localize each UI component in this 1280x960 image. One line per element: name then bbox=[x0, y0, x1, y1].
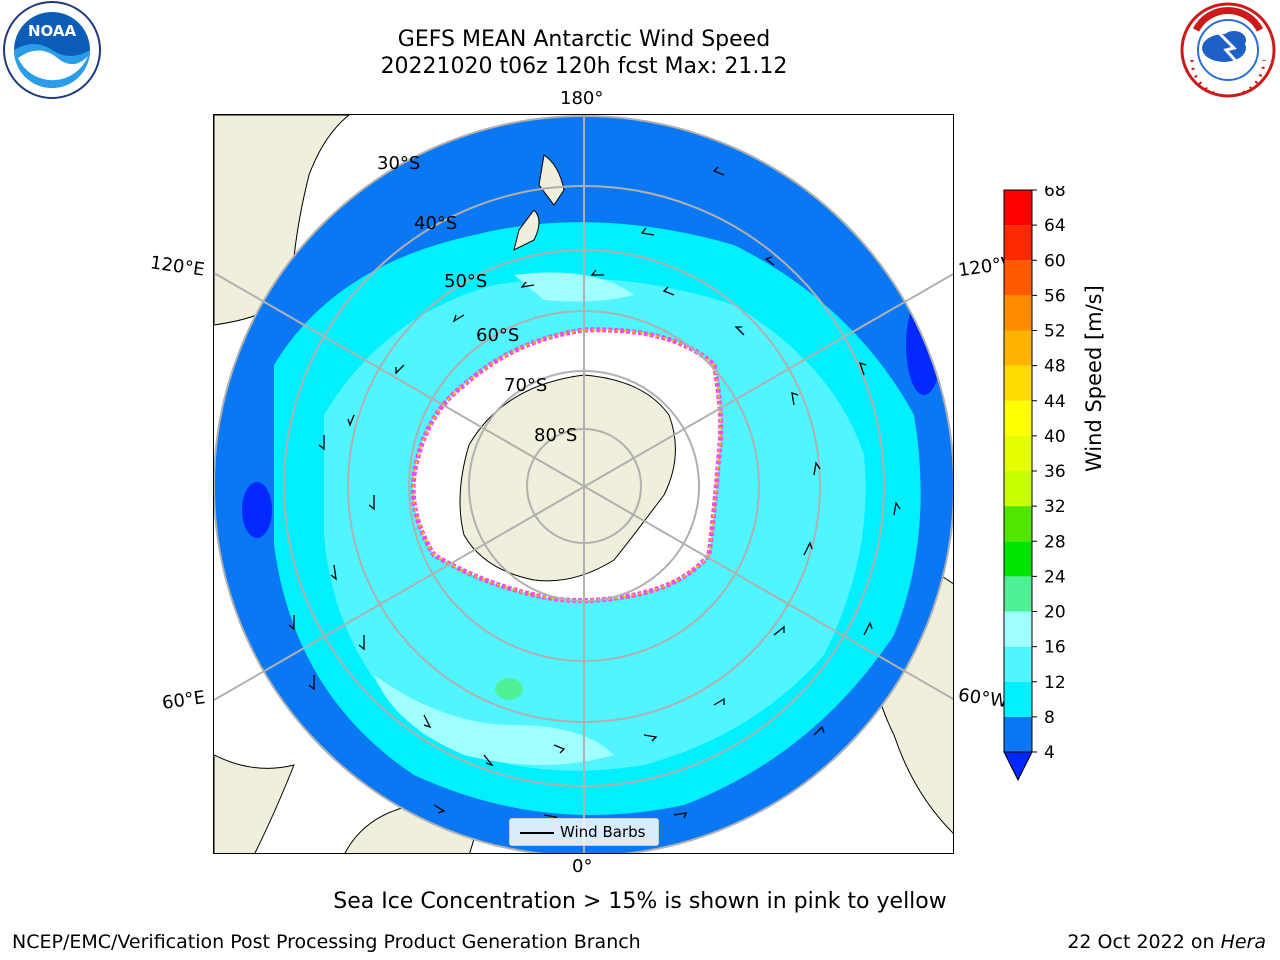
lat-label-80s: 80°S bbox=[534, 425, 578, 446]
land-new-zealand-south bbox=[513, 209, 540, 251]
colorbar-segment bbox=[1004, 435, 1032, 471]
legend-wind-barb-line bbox=[520, 832, 554, 834]
lat-label-50s: 50°S bbox=[444, 271, 488, 292]
colorbar-tick-label: 32 bbox=[1044, 497, 1066, 517]
lon-label-180: 180° bbox=[560, 88, 604, 109]
footer-date-text: 22 Oct 2022 on bbox=[1067, 931, 1221, 953]
colorbar-segment bbox=[1004, 365, 1032, 401]
footer-date: 22 Oct 2022 on Hera bbox=[1067, 931, 1266, 953]
footer-host: Hera bbox=[1220, 931, 1266, 953]
colorbar-segment bbox=[1004, 295, 1032, 331]
map-legend: Wind Barbs bbox=[509, 818, 659, 846]
colorbar-tick-label: 60 bbox=[1044, 251, 1066, 271]
polar-map: 30°S 40°S 50°S 60°S 70°S 80°S Wind Barbs bbox=[213, 114, 954, 854]
wind-zone-16-20 bbox=[374, 675, 614, 765]
wind-zone-20-24 bbox=[495, 678, 523, 700]
colorbar-tick-label: 4 bbox=[1044, 743, 1055, 763]
colorbar-segment bbox=[1004, 576, 1032, 612]
colorbar-segment bbox=[1004, 190, 1032, 226]
wind-zone-below-4-east bbox=[906, 295, 942, 395]
colorbar-tick-label: 56 bbox=[1044, 286, 1066, 306]
colorbar-tick-label: 16 bbox=[1044, 638, 1066, 658]
lat-label-70s: 70°S bbox=[504, 375, 548, 396]
colorbar-extend-arrow bbox=[1003, 751, 1033, 782]
colorbar-tick-label: 36 bbox=[1044, 462, 1066, 482]
colorbar-tick-label: 8 bbox=[1044, 708, 1055, 728]
lon-label-60e: 60°E bbox=[160, 687, 207, 714]
colorbar-tick-label: 48 bbox=[1044, 357, 1066, 377]
colorbar-segment bbox=[1004, 646, 1032, 682]
lat-label-60s: 60°S bbox=[476, 325, 520, 346]
colorbar-tick-label: 40 bbox=[1044, 427, 1066, 447]
colorbar-segment bbox=[1004, 330, 1032, 366]
lat-label-40s: 40°S bbox=[414, 213, 458, 234]
nws-logo bbox=[1180, 2, 1276, 98]
colorbar-tick-label: 64 bbox=[1044, 216, 1066, 236]
colorbar-segment bbox=[1004, 225, 1032, 261]
colorbar-tick-label: 12 bbox=[1044, 673, 1066, 693]
lat-label-30s: 30°S bbox=[377, 153, 421, 174]
legend-label: Wind Barbs bbox=[560, 823, 646, 841]
colorbar-segment bbox=[1004, 471, 1032, 507]
colorbar-segment bbox=[1004, 260, 1032, 296]
wind-zone-below-4 bbox=[242, 482, 272, 538]
colorbar-segment bbox=[1004, 506, 1032, 542]
colorbar-tick-label: 44 bbox=[1044, 392, 1066, 412]
colorbar-segment bbox=[1004, 611, 1032, 647]
caption: Sea Ice Concentration > 15% is shown in … bbox=[333, 889, 947, 914]
colorbar-label: Wind Speed [m/s] bbox=[1082, 285, 1106, 472]
graticule bbox=[214, 115, 953, 853]
polar-map-svg bbox=[214, 115, 953, 853]
lon-label-0: 0° bbox=[572, 856, 593, 877]
colorbar-tick-label: 24 bbox=[1044, 567, 1066, 587]
map-title: GEFS MEAN Antarctic Wind Speed bbox=[397, 27, 771, 52]
colorbar-tick-label: 52 bbox=[1044, 322, 1066, 342]
colorbar-tick-label: 20 bbox=[1044, 603, 1066, 623]
land-africa bbox=[214, 754, 295, 853]
colorbar-tick-label: 28 bbox=[1044, 532, 1066, 552]
colorbar-segment bbox=[1004, 400, 1032, 436]
footer-branch: NCEP/EMC/Verification Post Processing Pr… bbox=[12, 931, 641, 953]
land-new-zealand-north bbox=[538, 154, 565, 206]
map-subtitle: 20221020 t06z 120h fcst Max: 21.12 bbox=[380, 54, 788, 79]
colorbar-segment bbox=[1004, 716, 1032, 752]
wind-zone-16-20-north bbox=[514, 272, 634, 302]
colorbar-tick-label: 68 bbox=[1044, 186, 1066, 201]
noaa-logo-text: NOAA bbox=[28, 22, 77, 40]
colorbar-segment bbox=[1004, 541, 1032, 577]
sea-ice-edge-yellow bbox=[412, 328, 722, 602]
lon-label-120e: 120°E bbox=[148, 252, 206, 281]
colorbar-segment bbox=[1004, 681, 1032, 717]
noaa-logo: NOAA bbox=[3, 1, 101, 99]
